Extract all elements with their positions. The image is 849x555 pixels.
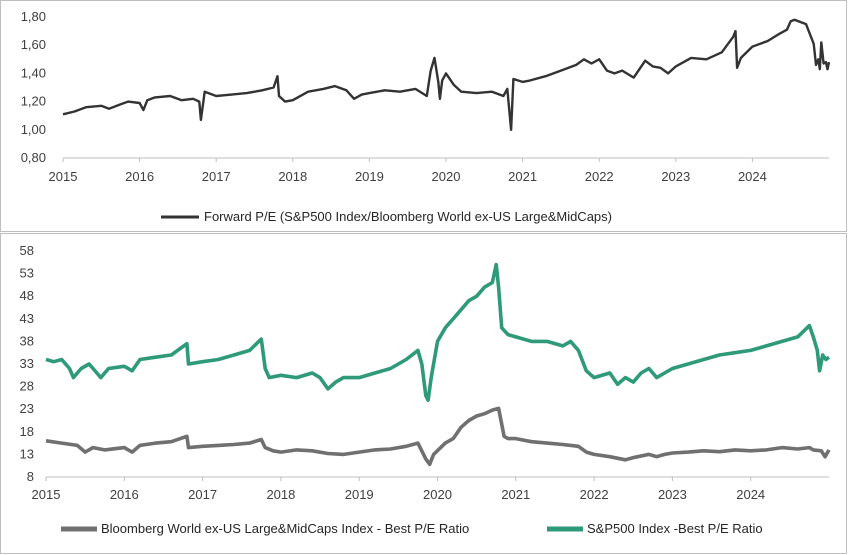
forward-pe-series-line	[62, 18, 831, 131]
legend-label-sp500: S&P500 Index -Best P/E Ratio	[587, 521, 763, 536]
x-tick-label: 2020	[423, 487, 452, 502]
y-tick-label: 43	[20, 311, 34, 326]
y-tick-label: 1,00	[21, 122, 46, 137]
x-tick-label: 2022	[585, 169, 614, 184]
legend-label-forward-pe: Forward P/E (S&P500 Index/Bloomberg Worl…	[204, 209, 612, 224]
x-tick-label: 2015	[32, 487, 61, 502]
x-tick-label: 2019	[355, 169, 384, 184]
x-tick-label: 2016	[110, 487, 139, 502]
x-tick-label: 2019	[345, 487, 374, 502]
y-tick-label: 1,80	[21, 9, 46, 24]
y-tick-label: 33	[20, 356, 34, 371]
legend: Bloomberg World ex-US Large&MidCaps Inde…	[61, 521, 763, 536]
x-tick-label: 2015	[49, 169, 78, 184]
x-axis-ticks: 2015 2016 2017 2018 2019 2020 2021 2022 2023 2024	[49, 158, 767, 184]
x-tick-label: 2017	[202, 169, 231, 184]
y-tick-label: 1,20	[21, 94, 46, 109]
sp500-series-line	[45, 262, 831, 402]
x-tick-label: 2017	[188, 487, 217, 502]
y-tick-label: 13	[20, 446, 34, 461]
y-tick-label: 48	[20, 288, 34, 303]
y-tick-label: 0,80	[21, 150, 46, 165]
x-axis-ticks: 2015 2016 2017 2018 2019 2020 2021 2022 2023 2024	[32, 477, 765, 502]
x-tick-label: 2023	[658, 487, 687, 502]
x-tick-label: 2018	[278, 169, 307, 184]
x-tick-label: 2018	[266, 487, 295, 502]
x-tick-label: 2024	[738, 169, 767, 184]
y-tick-label: 1,40	[21, 65, 46, 80]
best-pe-chart-panel: 8 13 18 23 28 33 38 43 48 53 58 2015 2016 2017 2018 20…	[0, 233, 847, 554]
world-ex-us-series-line	[45, 406, 831, 467]
forward-pe-chart: 0,801,001,201,401,601,80 2015 2016 2017 201…	[21, 9, 831, 224]
y-axis-ticks: 0,80 1,00 1,20 1,40 1,60 1,80	[21, 9, 46, 165]
x-tick-label: 2020	[432, 169, 461, 184]
y-tick-label: 18	[20, 424, 34, 439]
x-tick-label: 2023	[661, 169, 690, 184]
x-tick-label: 2024	[736, 487, 765, 502]
y-tick-label: 1,60	[21, 37, 46, 52]
x-tick-label: 2021	[508, 169, 537, 184]
legend: Forward P/E (S&P500 Index/Bloomberg Worl…	[161, 209, 612, 224]
x-tick-label: 2016	[125, 169, 154, 184]
y-tick-label: 58	[20, 243, 34, 258]
y-tick-label: 23	[20, 401, 34, 416]
y-tick-label: 53	[20, 266, 34, 281]
x-tick-label: 2021	[501, 487, 530, 502]
y-tick-label: 38	[20, 333, 34, 348]
y-axis-ticks: 8 13 18 23 28 33 38 43 48 53 58	[20, 243, 34, 484]
y-tick-label: 8	[27, 469, 34, 484]
y-tick-label: 28	[20, 379, 34, 394]
legend-label-world-ex-us: Bloomberg World ex-US Large&MidCaps Inde…	[101, 521, 469, 536]
forward-pe-chart-panel: 0,80 1,00 1,20 1,40 1,60 1,80 2015 2016 2017 201…	[0, 0, 847, 232]
x-tick-label: 2022	[580, 487, 609, 502]
